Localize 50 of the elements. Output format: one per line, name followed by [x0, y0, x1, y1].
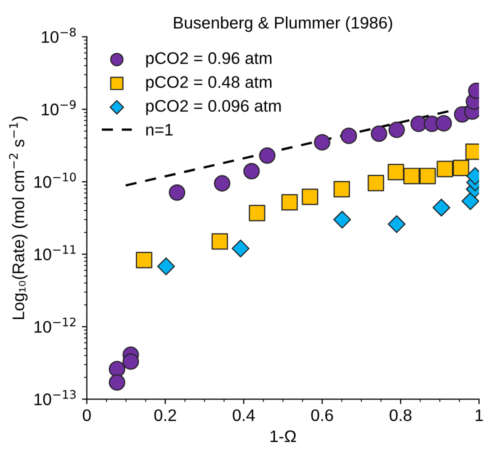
y-axis-title: Log₁₀(Rate) (mol cm$^{−2}$ s$^{−1}$) [9, 116, 28, 320]
point [403, 168, 420, 184]
point [248, 204, 266, 222]
y-tick-label: 10$^{−8}$ [42, 28, 76, 43]
legend-label: pCO2 = 0.48 atm [146, 76, 272, 92]
point [259, 147, 276, 164]
point [340, 128, 358, 144]
point [436, 160, 454, 178]
x-tick-label: 0.4 [232, 409, 255, 422]
x-tick-label: 0.6 [311, 409, 334, 422]
point [388, 215, 406, 234]
point [333, 210, 352, 229]
y-tick-label: 10$^{−13}$ [34, 390, 76, 406]
point [432, 198, 450, 216]
point [462, 192, 480, 210]
point [388, 164, 404, 180]
y-tick-label: 10$^{−11}$ [34, 245, 76, 260]
legend-label: n=1 [146, 124, 173, 136]
point [302, 188, 318, 205]
x-axis-title: 1-Ω [270, 430, 296, 442]
point [452, 160, 470, 176]
point [370, 126, 388, 142]
point [157, 257, 175, 276]
legend-label: pCO2 = 0.96 atm [146, 52, 272, 68]
point [214, 175, 230, 192]
y-tick-label: 10$^{−10}$ [34, 172, 76, 188]
point [168, 184, 186, 201]
point [281, 194, 298, 211]
point [232, 240, 250, 258]
point [136, 252, 152, 268]
chart-title: Busenberg & Plummer (1986) [174, 16, 392, 32]
point [212, 233, 228, 250]
point [243, 162, 260, 180]
x-tick-label: 0.2 [154, 409, 176, 422]
point [108, 360, 126, 378]
point [108, 374, 126, 391]
y-tick-label: 10$^{−12}$ [34, 318, 76, 333]
point [368, 174, 384, 192]
point [122, 353, 139, 370]
point [388, 122, 405, 138]
y-tick-label: 10$^{−9}$ [42, 100, 76, 116]
x-tick-label: 0 [82, 409, 91, 422]
x-tick-label: 1 [476, 409, 483, 421]
point [410, 116, 427, 132]
point [419, 168, 436, 184]
x-tick-label: 0.8 [390, 409, 412, 422]
point [314, 134, 330, 151]
point [436, 115, 452, 132]
point [334, 180, 350, 198]
legend-label: pCO2 = 0.096 atm [146, 100, 281, 116]
